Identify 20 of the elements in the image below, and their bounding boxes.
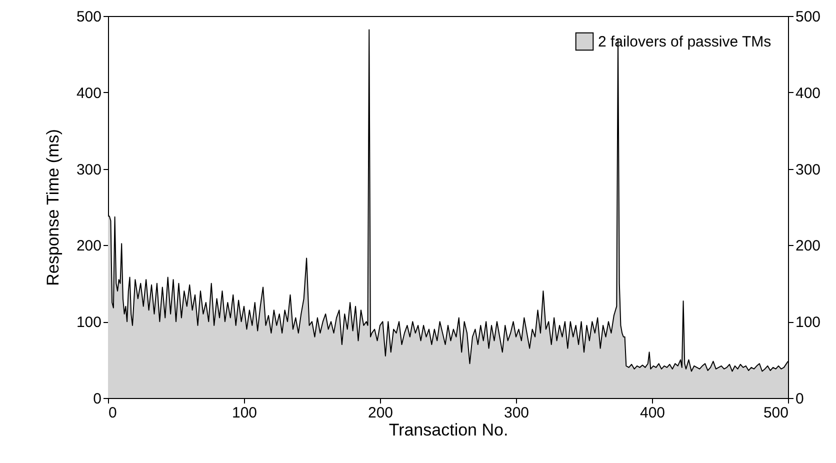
x-tick-label: 300 bbox=[504, 404, 530, 422]
y-tick-label: 300 bbox=[76, 161, 102, 178]
x-tick-label: 200 bbox=[368, 404, 394, 422]
y2-tick-label: 0 bbox=[796, 390, 804, 408]
x-tick-label: 100 bbox=[232, 404, 258, 422]
x-tick-label: 400 bbox=[640, 404, 666, 422]
y-tick-label: 500 bbox=[76, 8, 102, 26]
y-tick-label: 0 bbox=[93, 390, 102, 408]
y2-tick-label: 400 bbox=[796, 84, 821, 102]
y2-tick-label: 200 bbox=[796, 238, 821, 255]
x-axis-title: Transaction No. bbox=[388, 420, 508, 440]
y-axis-title: Response Time (ms) bbox=[43, 129, 62, 286]
y2-tick-label: 100 bbox=[796, 314, 821, 332]
y-tick-label: 400 bbox=[76, 84, 102, 102]
y2-tick-label: 300 bbox=[796, 161, 821, 178]
y-tick-label: 200 bbox=[76, 238, 102, 255]
x-tick-label: 0 bbox=[108, 404, 117, 422]
x-tick-label: 500 bbox=[763, 404, 788, 422]
y-tick-label: 100 bbox=[76, 314, 102, 332]
y2-tick-label: 500 bbox=[796, 8, 821, 26]
